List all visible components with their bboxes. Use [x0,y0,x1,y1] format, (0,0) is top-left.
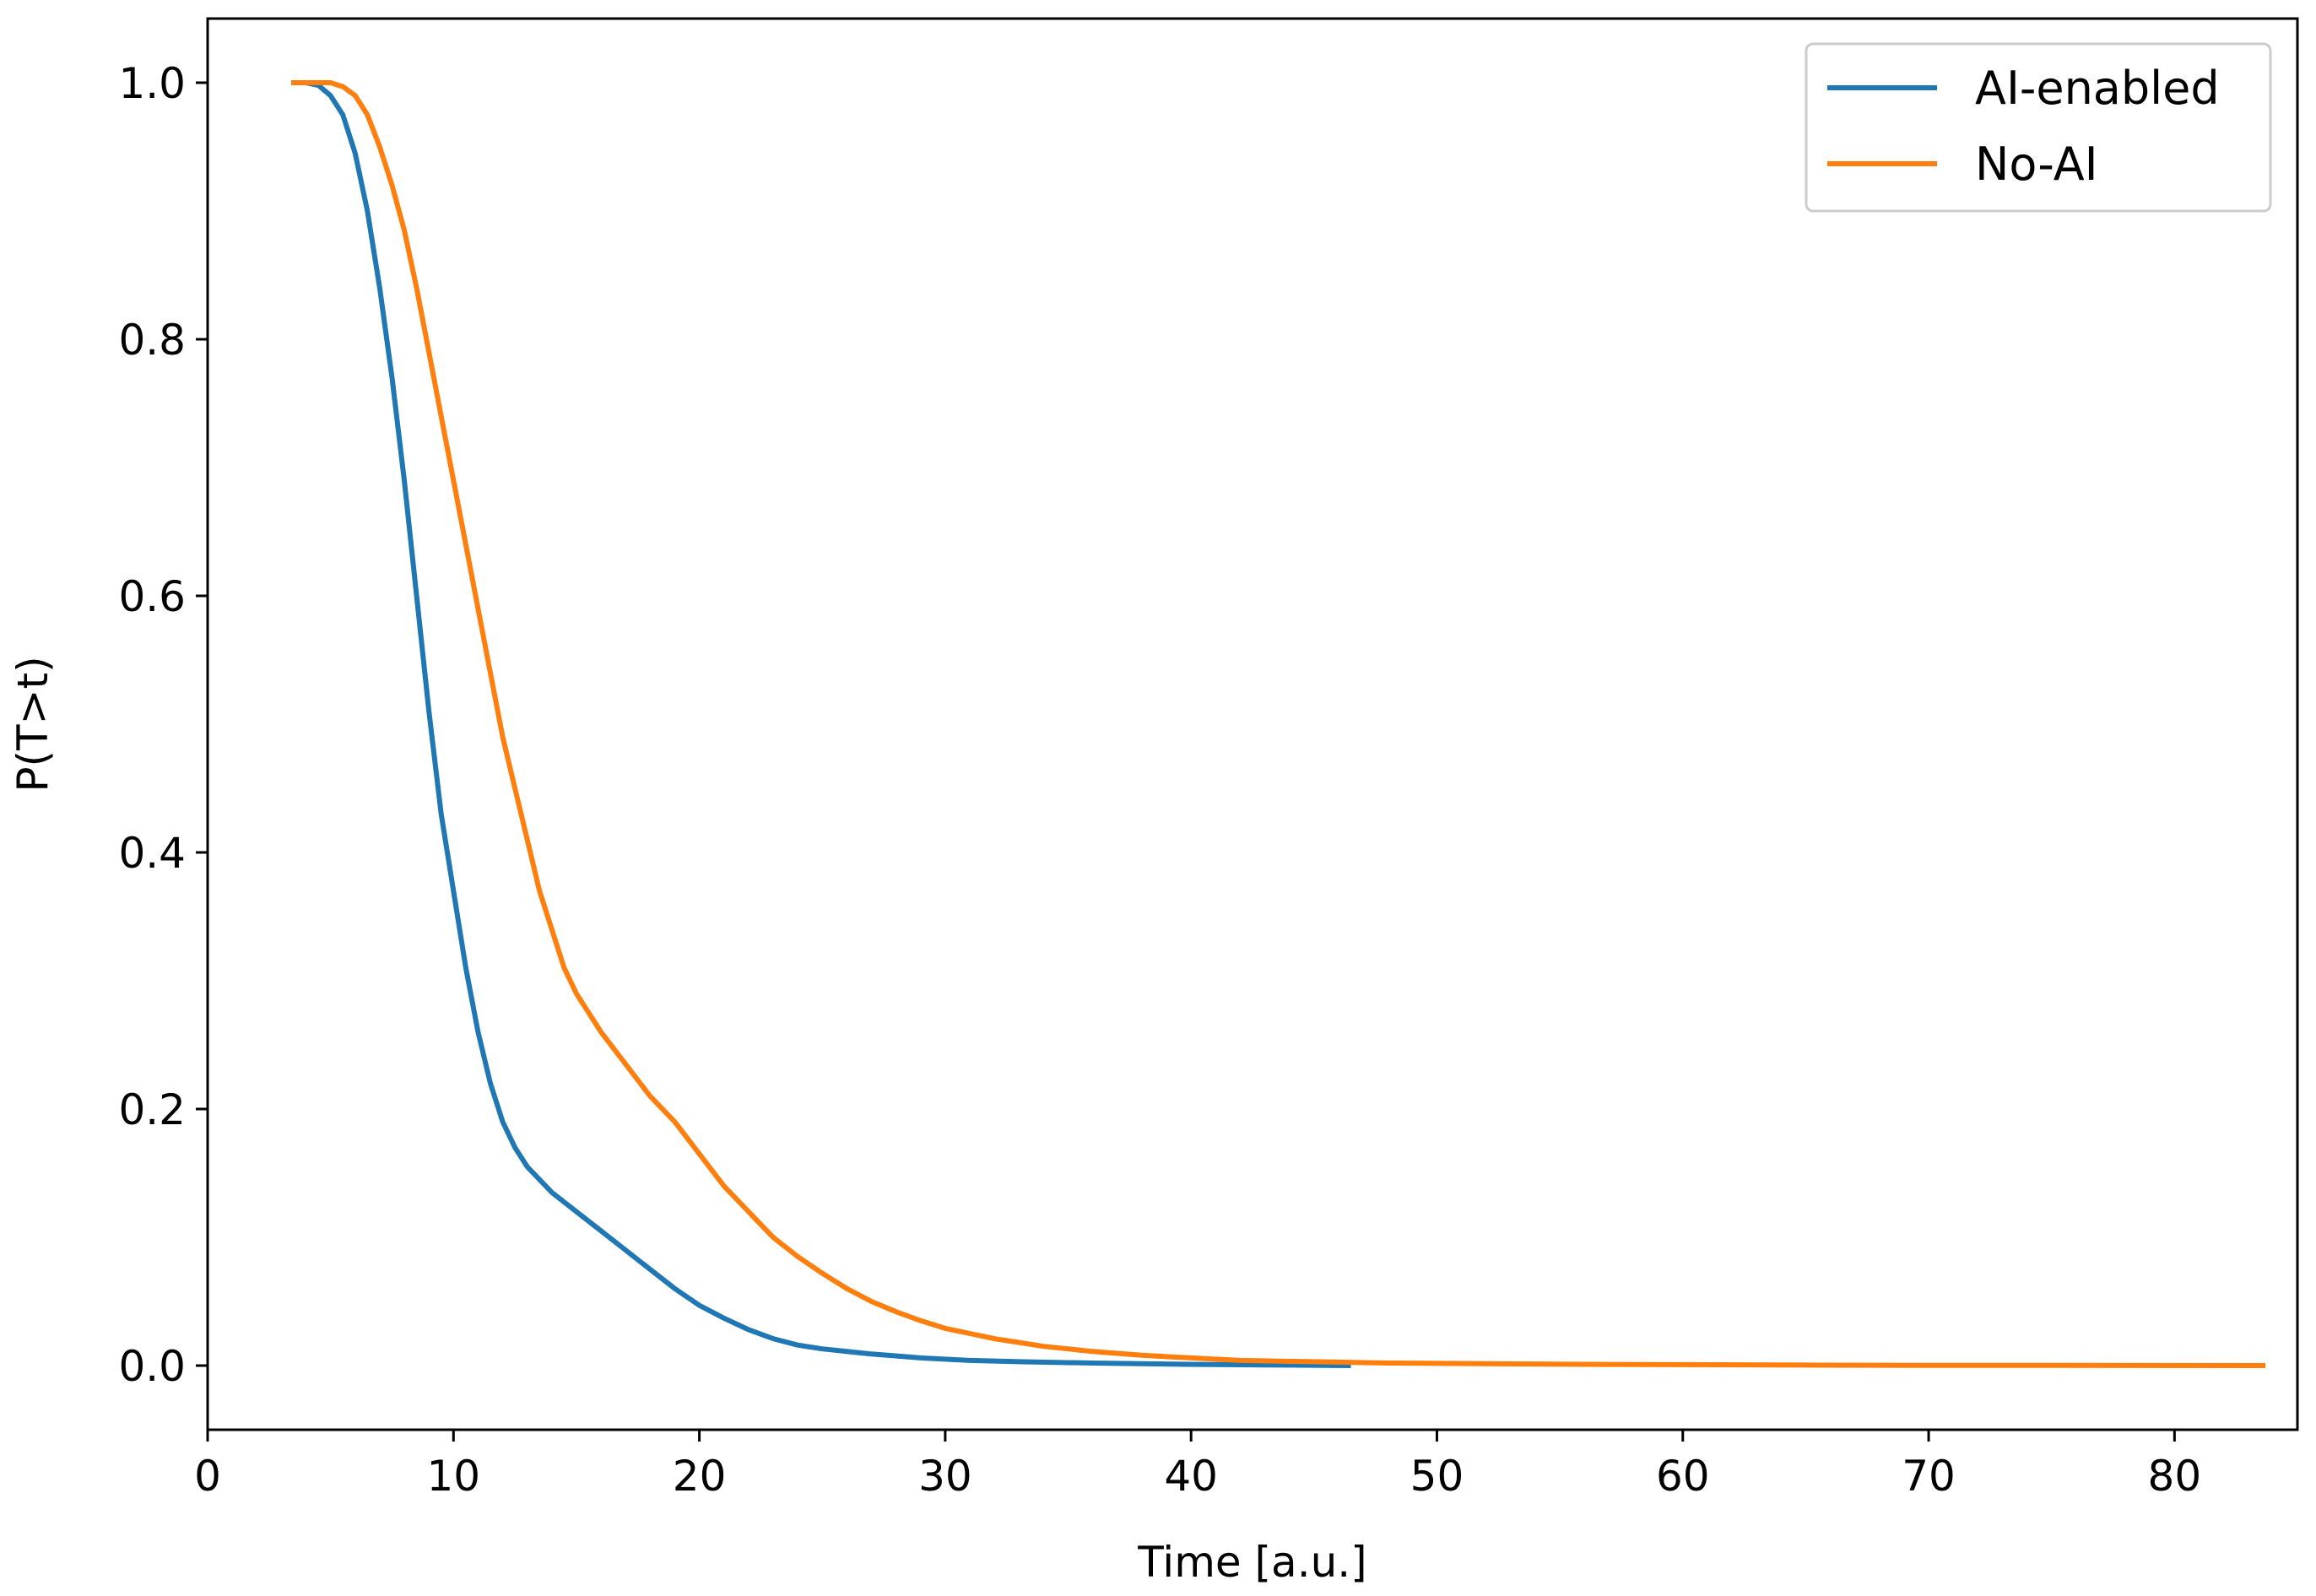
legend-label-ai-enabled: AI-enabled [1975,62,2220,115]
y-tick-label: 0.2 [118,1085,186,1134]
x-tick-label: 40 [1164,1452,1218,1501]
x-tick-label: 20 [673,1452,727,1501]
x-tick-label: 50 [1410,1452,1464,1501]
x-axis-label: Time [a.u.] [1137,1538,1366,1587]
x-tick-label: 0 [194,1452,221,1501]
y-ticks: 0.0 0.2 0.4 0.6 0.8 1.0 [118,59,208,1391]
x-tick-label: 60 [1656,1452,1710,1501]
y-tick-label: 1.0 [118,59,186,108]
x-tick-label: 70 [1902,1452,1956,1501]
series-layer [291,80,2266,1368]
x-tick-label: 80 [2148,1452,2202,1501]
x-tick-label: 10 [426,1452,480,1501]
legend: AI-enabled No-AI [1805,42,2272,213]
legend-label-no-ai: No-AI [1975,138,2098,191]
plot-frame [206,17,2299,1431]
y-axis-label: P(T>t) [8,656,57,792]
x-ticks: 0 10 20 30 40 50 60 70 80 [194,1430,2201,1501]
y-tick-label: 0.6 [118,572,186,621]
y-tick-label: 0.4 [118,829,186,878]
y-tick-label: 0.8 [118,316,186,365]
y-tick-label: 0.0 [118,1342,186,1391]
x-tick-label: 30 [918,1452,972,1501]
series-line-no-ai [291,80,2266,1368]
series-line-ai-enabled [291,80,1351,1368]
